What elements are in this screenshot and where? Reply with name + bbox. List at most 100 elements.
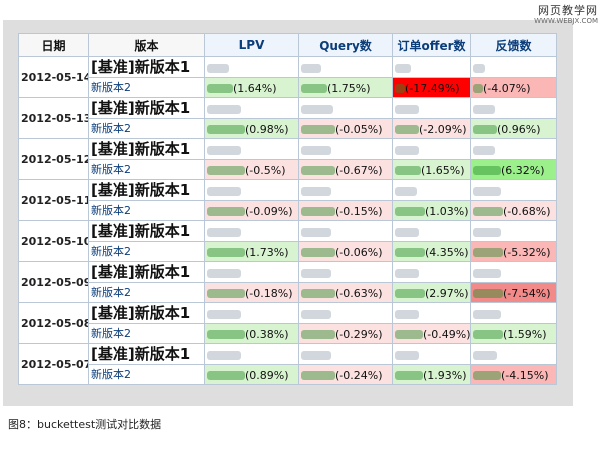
watermark-site-name: 网页教学网 xyxy=(538,4,598,17)
query-change: (-0.63%) xyxy=(335,287,383,300)
blurred-value xyxy=(207,248,245,257)
lpv-change: (-0.5%) xyxy=(245,164,286,177)
blurred-value xyxy=(301,125,335,134)
offer-variant-cell: (1.03%) xyxy=(392,200,471,221)
blurred-value xyxy=(207,84,233,93)
lpv-base-cell xyxy=(204,179,299,201)
feedback-base-cell xyxy=(470,343,557,365)
query-base-cell xyxy=(298,343,393,365)
column-header-offer: 订单offer数 xyxy=(392,33,471,57)
blurred-value xyxy=(301,350,331,360)
offer-change: (1.03%) xyxy=(425,205,469,218)
query-base-cell xyxy=(298,220,393,242)
query-variant-cell: (-0.67%) xyxy=(298,159,393,180)
base-version-label: [基准]新版本1 xyxy=(88,302,205,324)
blurred-value xyxy=(207,186,241,196)
query-variant-cell: (-0.05%) xyxy=(298,118,393,139)
blurred-value xyxy=(301,330,335,339)
feedback-base-cell xyxy=(470,261,557,283)
lpv-base-cell xyxy=(204,343,299,365)
offer-variant-cell: (4.35%) xyxy=(392,241,471,262)
blurred-value xyxy=(207,125,245,134)
blurred-value xyxy=(395,371,423,380)
offer-change: (1.93%) xyxy=(423,369,467,382)
feedback-change: (1.59%) xyxy=(503,328,547,341)
blurred-value xyxy=(473,330,503,339)
date-cell: 2012-05-13 xyxy=(18,97,89,139)
query-change: (-0.05%) xyxy=(335,123,383,136)
offer-base-cell xyxy=(392,97,471,119)
offer-change: (-2.09%) xyxy=(419,123,467,136)
query-variant-cell: (-0.63%) xyxy=(298,282,393,303)
blurred-value xyxy=(395,84,405,93)
variant-version-label: 新版本2 xyxy=(88,241,205,262)
feedback-variant-cell: (-4.15%) xyxy=(470,364,557,385)
blurred-value xyxy=(473,63,485,73)
query-base-cell xyxy=(298,179,393,201)
feedback-variant-cell: (-7.54%) xyxy=(470,282,557,303)
blurred-value xyxy=(301,268,331,278)
site-watermark: 网页教学网 WWW.WEBJX.COM xyxy=(534,2,598,25)
query-variant-cell: (-0.29%) xyxy=(298,323,393,344)
offer-base-cell xyxy=(392,343,471,365)
blurred-value xyxy=(473,268,501,278)
blurred-value xyxy=(207,268,241,278)
date-cell: 2012-05-10 xyxy=(18,220,89,262)
variant-version-label: 新版本2 xyxy=(88,323,205,344)
lpv-change: (-0.18%) xyxy=(245,287,293,300)
date-cell: 2012-05-12 xyxy=(18,138,89,180)
lpv-base-cell xyxy=(204,138,299,160)
blurred-value xyxy=(395,330,423,339)
table-row-base: 2012-05-14 [基准]新版本1 xyxy=(18,56,557,98)
blurred-value xyxy=(395,63,411,73)
table-row-base: 2012-05-12 [基准]新版本1 xyxy=(18,138,557,180)
feedback-variant-cell: (1.59%) xyxy=(470,323,557,344)
feedback-change: (-4.07%) xyxy=(483,82,531,95)
column-header-lpv: LPV xyxy=(204,33,299,57)
blurred-value xyxy=(395,289,425,298)
blurred-value xyxy=(473,371,501,380)
lpv-change: (0.38%) xyxy=(245,328,289,341)
blurred-value xyxy=(395,166,421,175)
feedback-variant-cell: (-4.07%) xyxy=(470,77,557,98)
offer-base-cell xyxy=(392,138,471,160)
blurred-value xyxy=(395,268,419,278)
lpv-variant-cell: (-0.18%) xyxy=(204,282,299,303)
feedback-change: (-5.32%) xyxy=(503,246,551,259)
base-version-label: [基准]新版本1 xyxy=(88,97,205,119)
query-base-cell xyxy=(298,97,393,119)
blurred-value xyxy=(395,145,419,155)
offer-change: (-17.49%) xyxy=(405,82,460,95)
blurred-value xyxy=(473,309,501,319)
offer-base-cell xyxy=(392,220,471,242)
offer-base-cell xyxy=(392,261,471,283)
base-version-label: [基准]新版本1 xyxy=(88,261,205,283)
feedback-base-cell xyxy=(470,56,557,78)
figure-caption: 图8：buckettest测试对比数据 xyxy=(8,418,162,431)
table-row-variant: 新版本2 (0.38%) (-0.29%) (-0.49%) (1.59%) xyxy=(19,323,557,344)
blurred-value xyxy=(473,104,495,114)
lpv-change: (1.73%) xyxy=(245,246,289,259)
query-base-cell xyxy=(298,138,393,160)
feedback-change: (-4.15%) xyxy=(501,369,549,382)
blurred-value xyxy=(473,207,503,216)
blurred-value xyxy=(207,289,245,298)
blurred-value xyxy=(207,207,245,216)
query-change: (-0.24%) xyxy=(335,369,383,382)
blurred-value xyxy=(207,104,241,114)
query-change: (-0.29%) xyxy=(335,328,383,341)
table-row-base: 2012-05-13 [基准]新版本1 xyxy=(18,97,557,139)
blurred-value xyxy=(301,248,335,257)
blurred-value xyxy=(301,63,321,73)
feedback-change: (-0.68%) xyxy=(503,205,551,218)
date-cell: 2012-05-07 xyxy=(18,343,89,385)
lpv-variant-cell: (0.89%) xyxy=(204,364,299,385)
query-variant-cell: (1.75%) xyxy=(298,77,393,98)
variant-version-label: 新版本2 xyxy=(88,159,205,180)
lpv-change: (0.98%) xyxy=(245,123,289,136)
blurred-value xyxy=(395,227,419,237)
blurred-value xyxy=(207,166,245,175)
table-row-base: 2012-05-11 [基准]新版本1 xyxy=(18,179,557,221)
blurred-value xyxy=(301,371,335,380)
query-base-cell xyxy=(298,302,393,324)
